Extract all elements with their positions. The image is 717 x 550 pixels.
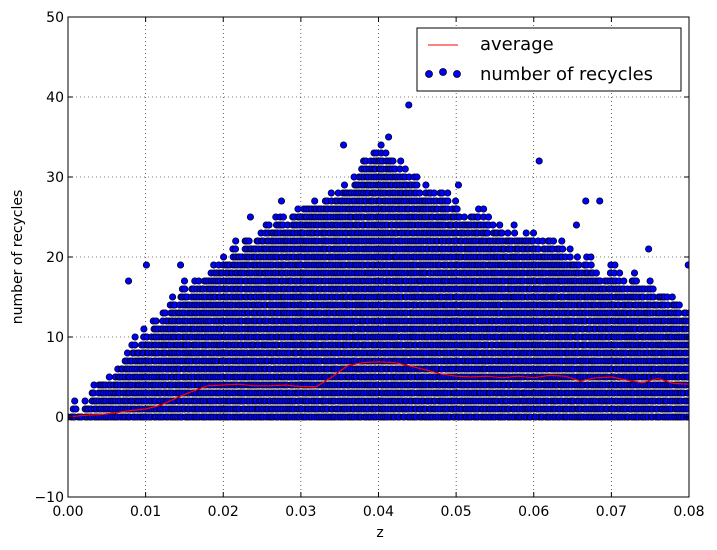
scatter-point <box>496 221 504 229</box>
scatter-point <box>377 141 385 149</box>
scatter-point <box>413 173 421 181</box>
scatter-point <box>484 229 492 237</box>
scatter-point <box>549 237 558 245</box>
scatter-point <box>265 221 273 229</box>
scatter-point <box>498 229 506 237</box>
scatter-point <box>422 181 430 189</box>
scatter-point <box>397 157 405 165</box>
scatter-point <box>81 397 89 405</box>
scatter-point <box>279 213 287 221</box>
scatter-point <box>573 253 581 261</box>
scatter-point <box>152 317 160 325</box>
scatter-point <box>587 253 595 261</box>
scatter-point <box>566 245 574 253</box>
scatter-point <box>444 197 452 205</box>
scatter-point <box>294 205 302 213</box>
scatter-point <box>71 397 79 405</box>
scatter-point <box>430 189 438 197</box>
scatter-point <box>72 405 80 413</box>
scatter-point <box>480 205 488 213</box>
scatter-point <box>587 261 595 269</box>
scatter-point <box>616 269 624 277</box>
scatter-point <box>105 373 113 381</box>
scatter-point <box>511 229 519 237</box>
scatter-point <box>592 269 600 277</box>
scatter-point <box>460 213 468 221</box>
scatter-point <box>452 197 460 205</box>
scatter-point <box>180 277 189 285</box>
scatter-point <box>413 181 421 189</box>
scatter-point <box>311 197 319 205</box>
scatter-point <box>181 285 189 293</box>
scatter-point <box>140 325 148 333</box>
scatter-point <box>510 221 518 229</box>
scatter-point <box>340 181 349 189</box>
scatter-point <box>522 229 530 237</box>
scatter-point <box>327 189 335 197</box>
scatter-point <box>245 237 253 245</box>
scatter-point <box>620 277 628 285</box>
scatter-points <box>68 101 689 421</box>
scatter-point <box>444 189 452 197</box>
scatter-point <box>220 253 228 261</box>
scatter-point <box>389 157 397 165</box>
scatter-point <box>504 229 512 237</box>
scatter-point <box>169 293 177 301</box>
scatter-point <box>529 229 538 237</box>
scatter-point <box>558 237 566 245</box>
scatter-point <box>131 333 139 341</box>
scatter-point <box>416 189 424 197</box>
scatter-point <box>489 221 497 229</box>
scatter-point <box>232 237 240 245</box>
scatter-point <box>611 261 619 269</box>
scatter-point <box>401 165 409 173</box>
scatter-point <box>484 213 493 221</box>
scatter-point <box>559 245 567 253</box>
scatter-point <box>382 149 390 157</box>
scatter-point <box>453 205 461 213</box>
scatter-point <box>231 245 240 253</box>
scatter-point <box>131 341 139 349</box>
scatter-point <box>566 253 574 261</box>
